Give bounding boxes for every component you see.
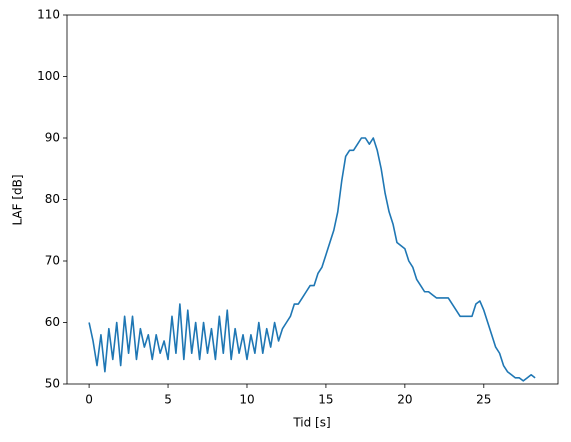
- plot-area: [67, 15, 558, 384]
- x-tick-label: 15: [318, 393, 333, 407]
- y-tick-label: 100: [37, 69, 60, 83]
- x-tick-label: 10: [239, 393, 254, 407]
- y-tick-label: 110: [37, 8, 60, 22]
- y-axis-label: LAF [dB]: [11, 174, 25, 225]
- axes-frame: [66, 14, 559, 385]
- y-tick-label: 80: [45, 192, 60, 206]
- y-tick-label: 50: [45, 377, 60, 391]
- data-line: [88, 137, 536, 382]
- x-tick-label: 20: [397, 393, 412, 407]
- y-tick-label: 70: [45, 254, 60, 268]
- x-axis-label: Tid [s]: [292, 416, 330, 430]
- x-tick-label: 5: [164, 393, 172, 407]
- x-tick-label: 25: [476, 393, 491, 407]
- x-tick-label: 0: [85, 393, 93, 407]
- y-tick-label: 90: [45, 131, 60, 145]
- y-tick-label: 60: [45, 315, 60, 329]
